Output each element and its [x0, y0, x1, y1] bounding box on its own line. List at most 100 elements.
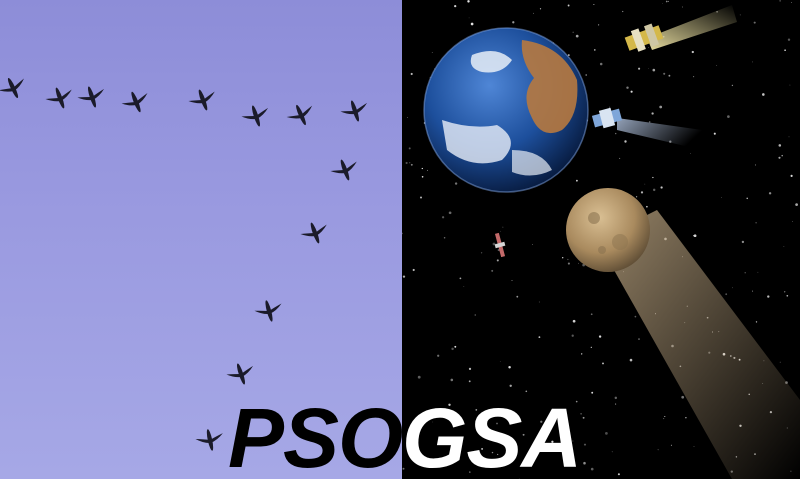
- bird-icon: [239, 101, 273, 131]
- star: [475, 409, 478, 411]
- star: [470, 22, 474, 26]
- star: [437, 354, 440, 357]
- star: [499, 360, 501, 362]
- bird-icon: [43, 82, 77, 114]
- star: [767, 295, 770, 298]
- star: [571, 334, 574, 337]
- star: [755, 321, 758, 323]
- moon-icon: [566, 188, 650, 272]
- star: [516, 295, 519, 298]
- star: [692, 235, 695, 237]
- star: [713, 132, 716, 135]
- bird-icon: [338, 96, 372, 126]
- star: [792, 220, 793, 222]
- star: [791, 2, 793, 3]
- star: [629, 358, 633, 362]
- space-scene: [402, 0, 800, 479]
- star: [510, 444, 513, 447]
- star: [651, 112, 654, 115]
- star: [721, 197, 722, 198]
- star: [443, 237, 446, 239]
- star: [426, 169, 429, 171]
- star: [648, 121, 651, 123]
- star: [522, 433, 525, 436]
- star: [667, 0, 669, 2]
- star: [402, 275, 406, 278]
- star: [693, 76, 695, 78]
- star: [578, 262, 579, 264]
- star: [757, 271, 759, 273]
- star: [663, 418, 665, 420]
- star: [572, 319, 576, 323]
- star: [459, 277, 462, 280]
- star: [476, 460, 478, 463]
- star: [451, 347, 454, 351]
- star: [431, 52, 433, 53]
- star: [665, 0, 668, 3]
- bird-icon: [224, 359, 258, 389]
- star: [614, 396, 618, 400]
- star: [609, 106, 610, 108]
- star: [598, 335, 602, 338]
- star: [551, 440, 554, 443]
- star: [670, 444, 672, 446]
- star: [788, 136, 790, 138]
- star: [644, 183, 646, 185]
- star: [468, 367, 472, 371]
- star: [463, 286, 465, 287]
- star: [448, 403, 451, 406]
- star: [663, 72, 666, 75]
- star: [635, 196, 638, 198]
- star: [746, 197, 748, 200]
- star: [590, 346, 592, 348]
- star: [421, 167, 423, 170]
- star: [497, 249, 500, 251]
- star: [585, 74, 588, 76]
- star: [786, 294, 789, 297]
- star: [575, 400, 578, 403]
- star: [744, 272, 746, 274]
- bird-icon: [75, 82, 109, 112]
- star: [605, 432, 608, 435]
- star: [567, 4, 570, 7]
- star: [474, 314, 476, 316]
- star: [583, 443, 587, 446]
- star: [640, 191, 644, 194]
- bird-icon: [186, 84, 220, 116]
- star: [602, 362, 604, 365]
- star: [778, 144, 782, 147]
- star: [779, 361, 781, 363]
- star: [739, 14, 741, 16]
- star: [480, 252, 483, 254]
- star: [538, 301, 540, 303]
- star: [454, 345, 457, 348]
- star: [410, 72, 413, 76]
- star: [497, 453, 499, 455]
- star: [491, 269, 494, 272]
- satellite-trail: [647, 5, 737, 50]
- star: [468, 17, 470, 19]
- bird-icon: [194, 426, 226, 454]
- star: [567, 258, 569, 261]
- probe-icon: [494, 232, 506, 258]
- star: [469, 471, 471, 473]
- star: [599, 62, 603, 66]
- star: [512, 21, 515, 24]
- star: [597, 24, 600, 26]
- star: [590, 313, 593, 316]
- star: [581, 353, 583, 355]
- star: [716, 65, 718, 66]
- star: [652, 176, 654, 179]
- star: [681, 395, 685, 399]
- satellite-icon: [624, 23, 664, 52]
- star: [580, 413, 582, 415]
- satellite-icon: [591, 107, 623, 129]
- bird-icon: [0, 72, 31, 104]
- bird-icon: [118, 86, 154, 118]
- star: [795, 203, 798, 206]
- star: [693, 445, 695, 447]
- star: [432, 421, 434, 423]
- star: [450, 378, 454, 382]
- sky-panel: [0, 0, 402, 479]
- star: [779, 0, 781, 2]
